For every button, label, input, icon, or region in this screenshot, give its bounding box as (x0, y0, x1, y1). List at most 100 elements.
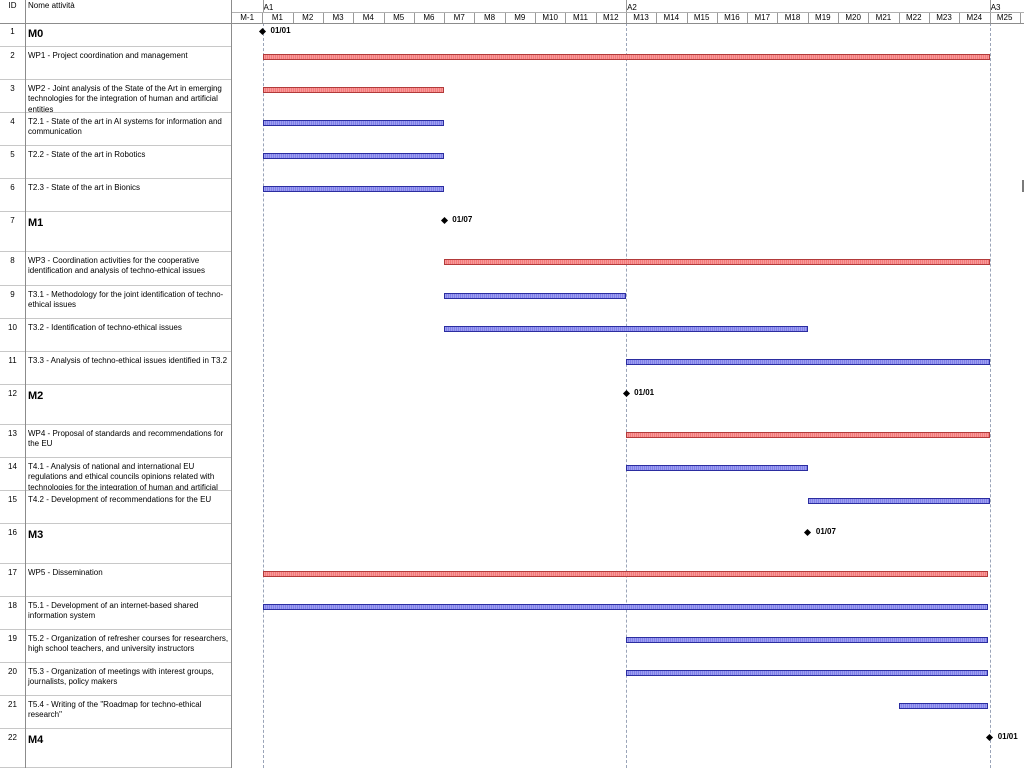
task-name[interactable]: T4.1 - Analysis of national and internat… (28, 462, 218, 491)
task-id[interactable]: 9 (10, 290, 15, 299)
row-separator (0, 424, 232, 425)
month-separator (383, 12, 385, 23)
task-id[interactable]: 8 (10, 256, 15, 265)
task-id[interactable]: 11 (8, 356, 17, 365)
task-id[interactable]: 1 (10, 27, 15, 36)
task-bar[interactable] (626, 670, 988, 676)
task-bar[interactable] (444, 293, 627, 299)
task-name[interactable]: T2.1 - State of the art in AI systems fo… (28, 117, 222, 137)
month-separator (292, 12, 294, 23)
task-id[interactable]: 17 (8, 568, 17, 577)
id-column-header[interactable]: ID (8, 1, 17, 10)
month-separator (868, 12, 870, 23)
task-bar[interactable] (807, 498, 990, 504)
workpackage-bar[interactable] (262, 87, 445, 93)
task-bar[interactable] (262, 153, 445, 159)
task-name[interactable]: M0 (28, 28, 44, 40)
task-id[interactable]: 10 (8, 323, 17, 332)
year-separator (262, 0, 264, 12)
row-separator (0, 112, 232, 113)
task-bar[interactable] (898, 703, 988, 709)
month-label: M15 (693, 13, 710, 22)
task-name[interactable]: M1 (28, 217, 44, 229)
row-separator (0, 695, 232, 696)
workpackage-bar[interactable] (444, 259, 990, 265)
year-separator (626, 0, 628, 12)
milestone-marker[interactable] (622, 389, 630, 398)
task-bar[interactable] (262, 604, 988, 610)
milestone-marker[interactable] (804, 528, 812, 537)
month-label: M7 (453, 13, 465, 22)
milestone-marker[interactable] (986, 733, 994, 742)
task-name[interactable]: M2 (28, 390, 44, 402)
task-id[interactable]: 16 (8, 528, 17, 537)
month-label: M22 (905, 13, 922, 22)
task-id[interactable]: 22 (8, 733, 17, 742)
task-name[interactable]: T5.4 - Writing of the "Roadmap for techn… (28, 700, 202, 720)
task-id[interactable]: 21 (8, 700, 17, 709)
task-name[interactable]: M4 (28, 734, 44, 746)
row-separator (0, 79, 232, 80)
month-label: M11 (572, 13, 588, 22)
task-id[interactable]: 13 (8, 429, 17, 438)
task-name[interactable]: T2.3 - State of the art in Bionics (28, 183, 141, 192)
task-id[interactable]: 2 (10, 51, 15, 60)
task-name[interactable]: T3.3 - Analysis of techno-ethical issues… (28, 356, 228, 365)
month-label: M14 (663, 13, 680, 22)
month-label: M6 (423, 13, 435, 22)
task-id[interactable]: 7 (10, 216, 15, 225)
task-name[interactable]: WP3 - Coordination activities for the co… (28, 256, 205, 276)
month-label: M25 (996, 13, 1013, 22)
task-name[interactable]: T3.2 - Identification of techno-ethical … (28, 323, 182, 332)
workpackage-bar[interactable] (626, 432, 990, 438)
task-id[interactable]: 5 (10, 150, 15, 159)
scrollbar-indicator[interactable] (1022, 180, 1024, 192)
task-bar[interactable] (262, 186, 445, 192)
month-separator (989, 12, 991, 23)
task-name[interactable]: WP2 - Joint analysis of the State of the… (28, 84, 222, 113)
task-name[interactable]: T2.2 - State of the art in Robotics (28, 150, 146, 159)
task-name[interactable]: T5.3 - Organization of meetings with int… (28, 667, 214, 687)
task-bar[interactable] (444, 326, 808, 332)
task-name-column-header[interactable]: Nome attività (28, 1, 75, 10)
task-id[interactable]: 19 (8, 634, 17, 643)
task-id[interactable]: 12 (8, 389, 17, 398)
task-id[interactable]: 3 (10, 84, 15, 93)
month-label: M9 (514, 13, 526, 22)
task-bar[interactable] (626, 637, 988, 643)
month-separator (444, 12, 446, 23)
month-separator (565, 12, 567, 23)
task-id[interactable]: 6 (10, 183, 15, 192)
task-id[interactable]: 4 (10, 117, 15, 126)
year-gridline (989, 23, 991, 768)
task-id[interactable]: 20 (8, 667, 17, 676)
task-id[interactable]: 15 (8, 495, 17, 504)
task-name[interactable]: T5.1 - Development of an internet-based … (28, 601, 199, 621)
workpackage-bar[interactable] (262, 54, 990, 60)
task-id[interactable]: 14 (8, 462, 17, 471)
milestone-marker[interactable] (258, 27, 267, 36)
task-name[interactable]: WP4 - Proposal of standards and recommen… (28, 429, 224, 449)
month-label: M3 (332, 13, 344, 22)
row-separator (0, 351, 232, 352)
month-separator (747, 12, 749, 23)
task-name[interactable]: WP1 - Project coordination and managemen… (28, 51, 188, 60)
milestone-marker[interactable] (440, 216, 448, 225)
month-separator (838, 12, 839, 23)
task-bar[interactable] (262, 120, 445, 126)
month-separator (322, 12, 324, 23)
task-name[interactable]: T3.1 - Methodology for the joint identif… (28, 290, 224, 310)
task-name[interactable]: M3 (28, 529, 44, 541)
workpackage-bar[interactable] (262, 571, 988, 577)
task-name[interactable]: WP5 - Dissemination (28, 568, 103, 577)
month-separator (625, 12, 627, 23)
row-separator (0, 596, 232, 597)
month-label: M-1 (240, 13, 255, 22)
task-bar[interactable] (626, 465, 808, 471)
task-name[interactable]: T4.2 - Development of recommendations fo… (28, 495, 212, 504)
task-name[interactable]: T5.2 - Organization of refresher courses… (28, 634, 229, 654)
task-bar[interactable] (626, 359, 990, 365)
task-id[interactable]: 18 (8, 601, 17, 610)
month-label: M1 (271, 13, 283, 22)
